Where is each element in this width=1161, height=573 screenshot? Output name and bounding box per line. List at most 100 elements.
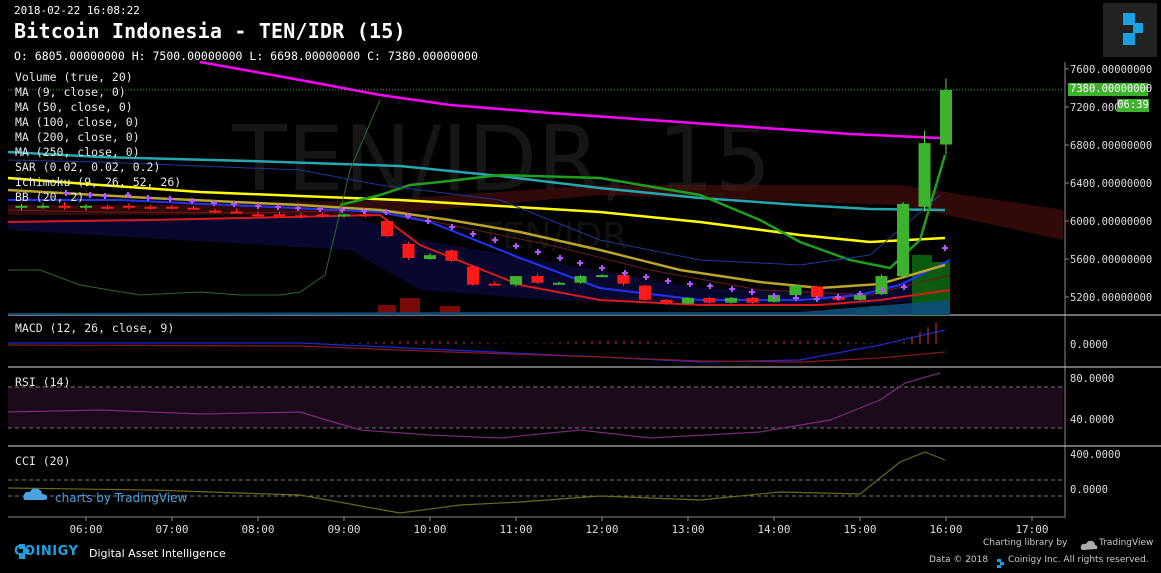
candle-body (316, 214, 329, 217)
tradingview-cloud-icon (22, 486, 50, 506)
volume-bar (378, 305, 396, 315)
candle-body (230, 211, 243, 214)
tradingview-footer-icon (1080, 536, 1098, 555)
timestamp: 2018-02-22 16:08:22 (14, 4, 140, 17)
price-tick-label: 6800.00000000 (1070, 140, 1152, 152)
indicator-ma250[interactable]: MA (250, close, 0) (15, 145, 140, 159)
candle-body (596, 275, 608, 278)
candle-body (295, 215, 307, 218)
candle-body (789, 285, 802, 296)
candle-body (531, 276, 544, 283)
bb-upper (7, 159, 941, 266)
time-tick-label: 07:00 (155, 523, 188, 536)
charts-by-tradingview-link[interactable]: charts by TradingView (55, 491, 188, 505)
ma9-line (339, 154, 947, 270)
time-tick-label: 10:00 (413, 523, 446, 536)
ma50-line (7, 188, 946, 290)
candle-body (703, 297, 716, 303)
candle-body (338, 214, 350, 217)
ma250-line (199, 60, 941, 140)
candle-body (359, 214, 372, 217)
candle-body (467, 266, 479, 285)
time-tick-label: 09:00 (327, 523, 360, 536)
time-tick-label: 11:00 (499, 523, 532, 536)
charting-library-credit: Charting library by (983, 538, 1068, 548)
candle-body (58, 205, 71, 208)
candle-body (918, 143, 931, 207)
ichimoku-chikou (8, 99, 381, 296)
indicator-ma50[interactable]: MA (50, close, 0) (15, 100, 133, 114)
cci-axis-label: 400.0000 (1070, 449, 1121, 461)
candle-body (854, 295, 866, 300)
tradingview-footer-link[interactable]: TradingView (1099, 538, 1154, 548)
ohlc-readout: O: 6805.00000000 H: 7500.00000000 L: 669… (14, 49, 478, 63)
rsi-pane-title[interactable]: RSI (14) (15, 375, 71, 389)
candle-body (80, 205, 92, 208)
candle-body (746, 297, 759, 303)
cci-axis-label: 0.0000 (1070, 484, 1108, 496)
indicator-ma200[interactable]: MA (200, close, 0) (15, 130, 140, 144)
price-tick-label: 7200.000 (1070, 102, 1121, 114)
indicator-ichimoku[interactable]: Ichimoku (9, 26, 52, 26) (15, 175, 182, 189)
chart-title: Bitcoin Indonesia - TEN/IDR (15) (14, 19, 406, 43)
candle-body (101, 206, 114, 209)
candle-body (144, 206, 157, 209)
coinigy-logo-icon[interactable] (1103, 3, 1157, 57)
time-tick-label: 15:00 (843, 523, 876, 536)
macd-axis-label: 0.0000 (1070, 339, 1108, 351)
indicator-ma100[interactable]: MA (100, close, 0) (15, 115, 140, 129)
time-tick-label: 14:00 (757, 523, 790, 536)
rsi-band (8, 387, 1063, 428)
indicator-ma9[interactable]: MA (9, close, 0) (15, 85, 126, 99)
candle-body (639, 285, 651, 300)
candle-body (682, 297, 694, 304)
cci-pane-title[interactable]: CCI (20) (15, 454, 71, 468)
countdown-label: 06:39 (1117, 99, 1149, 112)
candle-body (940, 89, 952, 145)
ichimoku-kijun (8, 199, 951, 301)
ichimoku-tenkan (7, 213, 951, 306)
candle-body (811, 286, 823, 297)
rsi-line (7, 372, 941, 439)
candle-body (424, 255, 436, 259)
candle-body (123, 205, 135, 208)
candle-body (897, 203, 909, 277)
candle-body (510, 276, 522, 285)
candle-body (617, 275, 630, 284)
rsi-axis-label: 40.0000 (1070, 414, 1114, 426)
time-tick-label: 06:00 (69, 523, 102, 536)
macd-pane-title[interactable]: MACD (12, 26, close, 9) (15, 321, 175, 335)
candle-body (660, 299, 673, 304)
footer-brand[interactable]: COINIGY (14, 544, 79, 559)
time-tick-label: 12:00 (585, 523, 618, 536)
candle-body (166, 206, 178, 209)
candle-body (252, 214, 264, 217)
candle-body (725, 297, 737, 303)
candle-body (37, 205, 49, 208)
ma200-line (7, 150, 946, 212)
time-tick-label: 17:00 (1015, 523, 1048, 536)
candle-body (445, 250, 458, 261)
coinigy-small-icon (995, 554, 1005, 573)
candle-body (381, 221, 393, 237)
candle-body (273, 214, 286, 217)
time-tick-label: 08:00 (241, 523, 274, 536)
ma100-line (7, 176, 946, 244)
price-tick-label: 6000.00000000 (1070, 216, 1152, 228)
data-credit: Data © 2018 (929, 555, 989, 565)
indicator-bb[interactable]: BB (20, 2) (15, 190, 85, 204)
last-price-label: 7380.00000000 (1068, 83, 1153, 96)
time-tick-label: 13:00 (671, 523, 704, 536)
price-tick-label: 5600.00000000 (1070, 254, 1152, 266)
price-tick-label: 7600.00000000 (1070, 64, 1152, 76)
candle-body (402, 243, 415, 259)
candle-body (209, 210, 221, 213)
coinigy-footer-icon (12, 542, 32, 566)
indicator-volume[interactable]: Volume (true, 20) (15, 70, 133, 84)
indicator-legend: Volume (true, 20) MA (9, close, 0) MA (5… (15, 70, 181, 205)
indicator-sar[interactable]: SAR (0.02, 0.02, 0.2) (15, 160, 161, 174)
candle-body (15, 205, 28, 208)
ichimoku-cloud (8, 185, 1063, 240)
candle-body (553, 282, 565, 285)
